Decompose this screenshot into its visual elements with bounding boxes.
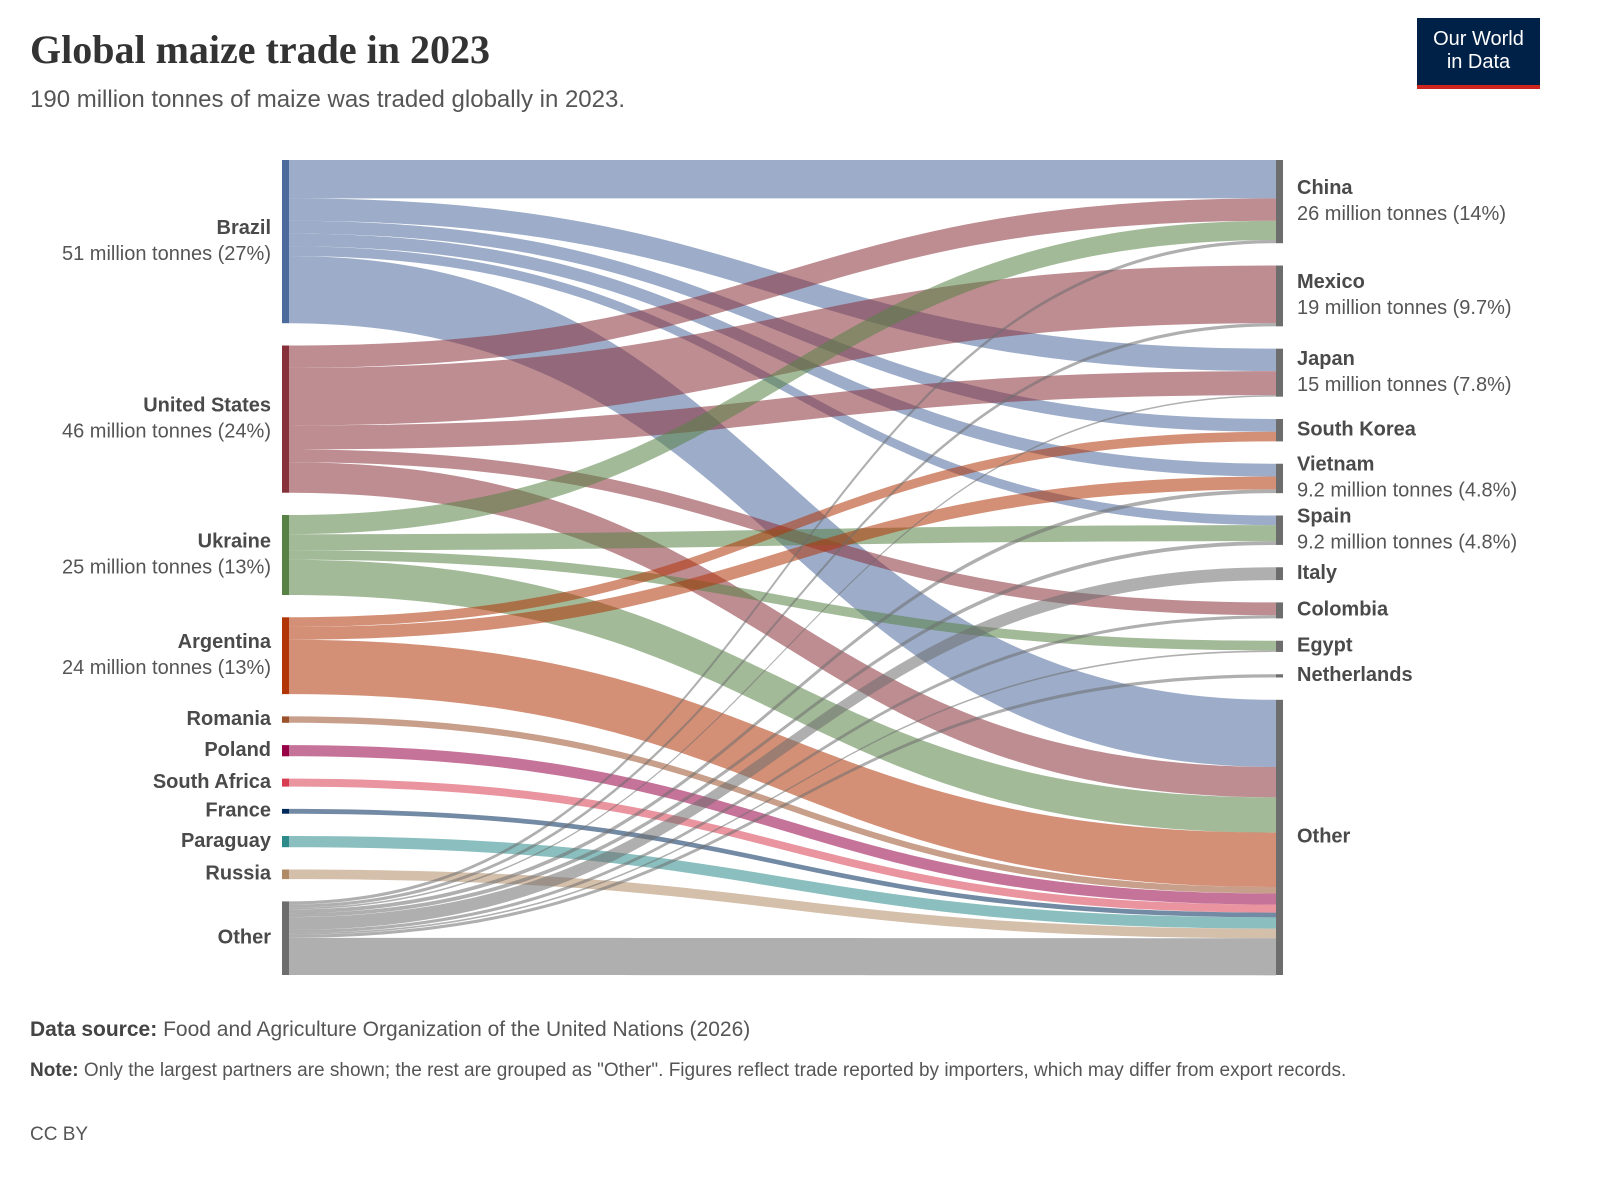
- note: Note: Only the largest partners are show…: [30, 1057, 1510, 1085]
- flow: [289, 541, 1276, 918]
- node-name: South Korea: [1297, 418, 1417, 440]
- flow: [289, 256, 1276, 767]
- note-label: Note:: [30, 1060, 79, 1081]
- flow: [289, 395, 1276, 910]
- node-value-label: 51 million tonnes (27%): [62, 243, 271, 265]
- node-value-label: 46 million tonnes (24%): [62, 420, 271, 442]
- target-bar: [1276, 418, 1283, 442]
- data-source: Data source: Food and Agriculture Organi…: [30, 1018, 750, 1042]
- node-name: China: [1297, 177, 1353, 199]
- flow: [289, 615, 1276, 934]
- node-name: Other: [1297, 826, 1351, 848]
- node-name: Paraguay: [181, 830, 272, 852]
- flow: [289, 198, 1276, 368]
- node-name: Romania: [187, 708, 272, 730]
- flow: [289, 674, 1276, 938]
- flow: [289, 371, 1276, 450]
- logo-text: in Data: [1446, 51, 1511, 73]
- node-value-label: 9.2 million tonnes (4.8%): [1297, 480, 1517, 502]
- flow: [289, 323, 1276, 908]
- target-bar: [1276, 674, 1283, 678]
- target-bar: [1276, 640, 1283, 652]
- source-bar: [282, 716, 289, 723]
- source-bar: [282, 345, 289, 493]
- source-bar: [282, 808, 289, 814]
- node-name: France: [205, 800, 271, 822]
- node-name: United States: [143, 394, 271, 416]
- node-name: Netherlands: [1297, 664, 1413, 686]
- node-value-label: 15 million tonnes (7.8%): [1297, 374, 1512, 396]
- source-bar: [282, 836, 289, 848]
- source-label: Data source:: [30, 1018, 158, 1041]
- node-name: Japan: [1297, 348, 1355, 370]
- source-bar: [282, 869, 289, 880]
- flow: [289, 489, 1276, 914]
- target-bar: [1276, 348, 1283, 397]
- flow: [289, 431, 1276, 627]
- node-name: Mexico: [1297, 271, 1365, 293]
- flow: [289, 808, 1276, 918]
- node-name: Colombia: [1297, 599, 1389, 621]
- node-value-label: 25 million tonnes (13%): [62, 556, 271, 578]
- sankey-chart: Brazil 51 million tonnes (27%) United Stat…: [62, 160, 1517, 976]
- node-name: Egypt: [1297, 635, 1353, 657]
- flow: [289, 220, 1276, 535]
- flow: [289, 567, 1276, 930]
- target-bar: [1276, 515, 1283, 545]
- flow: [289, 462, 1276, 798]
- target-bar: [1276, 463, 1283, 494]
- target-bar: [1276, 265, 1283, 327]
- source-bar: [282, 617, 289, 695]
- flow: [289, 778, 1276, 913]
- flow: [289, 559, 1276, 833]
- node-name: Brazil: [217, 217, 271, 239]
- flow: [289, 550, 1276, 651]
- source-bar: [282, 778, 289, 787]
- flow: [289, 869, 1276, 939]
- node-name: South Africa: [153, 771, 272, 793]
- flow: [289, 937, 1276, 976]
- source-text: Food and Agriculture Organization of the…: [163, 1018, 751, 1041]
- target-bar: [1276, 699, 1283, 975]
- flow: [289, 836, 1276, 929]
- node-value-label: 26 million tonnes (14%): [1297, 203, 1506, 225]
- flow: [289, 265, 1276, 426]
- flow: [289, 525, 1276, 551]
- node-value-label: 24 million tonnes (13%): [62, 657, 271, 679]
- flow: [289, 160, 1276, 199]
- flow: [289, 639, 1276, 887]
- node-value-label: 9.2 million tonnes (4.8%): [1297, 532, 1517, 554]
- node-name: Russia: [205, 863, 271, 885]
- node-name: Other: [218, 926, 272, 948]
- target-bar: [1276, 160, 1283, 244]
- source-bar: [282, 901, 289, 975]
- node-name: Poland: [204, 739, 271, 761]
- title: Global maize trade in 2023: [30, 27, 490, 72]
- flow: [289, 240, 1276, 905]
- flow: [289, 476, 1276, 640]
- node-name: Ukraine: [198, 530, 271, 552]
- source-bar: [282, 745, 289, 757]
- license: CC BY: [30, 1124, 89, 1145]
- node-value-label: 19 million tonnes (9.7%): [1297, 297, 1512, 319]
- target-bar: [1276, 567, 1283, 581]
- node-name: Vietnam: [1297, 454, 1374, 476]
- note-text: Only the largest partners are shown; the…: [83, 1060, 1347, 1081]
- target-bar: [1276, 602, 1283, 619]
- links: [289, 160, 1276, 976]
- node-name: Argentina: [178, 631, 272, 653]
- source-bar: [282, 160, 289, 324]
- source-bar: [282, 515, 289, 595]
- flow: [289, 650, 1276, 935]
- flow: [289, 745, 1276, 905]
- logo-text: Our World: [1433, 28, 1524, 50]
- subtitle: 190 million tonnes of maize was traded g…: [30, 86, 626, 113]
- node-name: Italy: [1297, 562, 1338, 584]
- node-name: Spain: [1297, 506, 1351, 528]
- logo[interactable]: Our World in Data: [1417, 18, 1540, 89]
